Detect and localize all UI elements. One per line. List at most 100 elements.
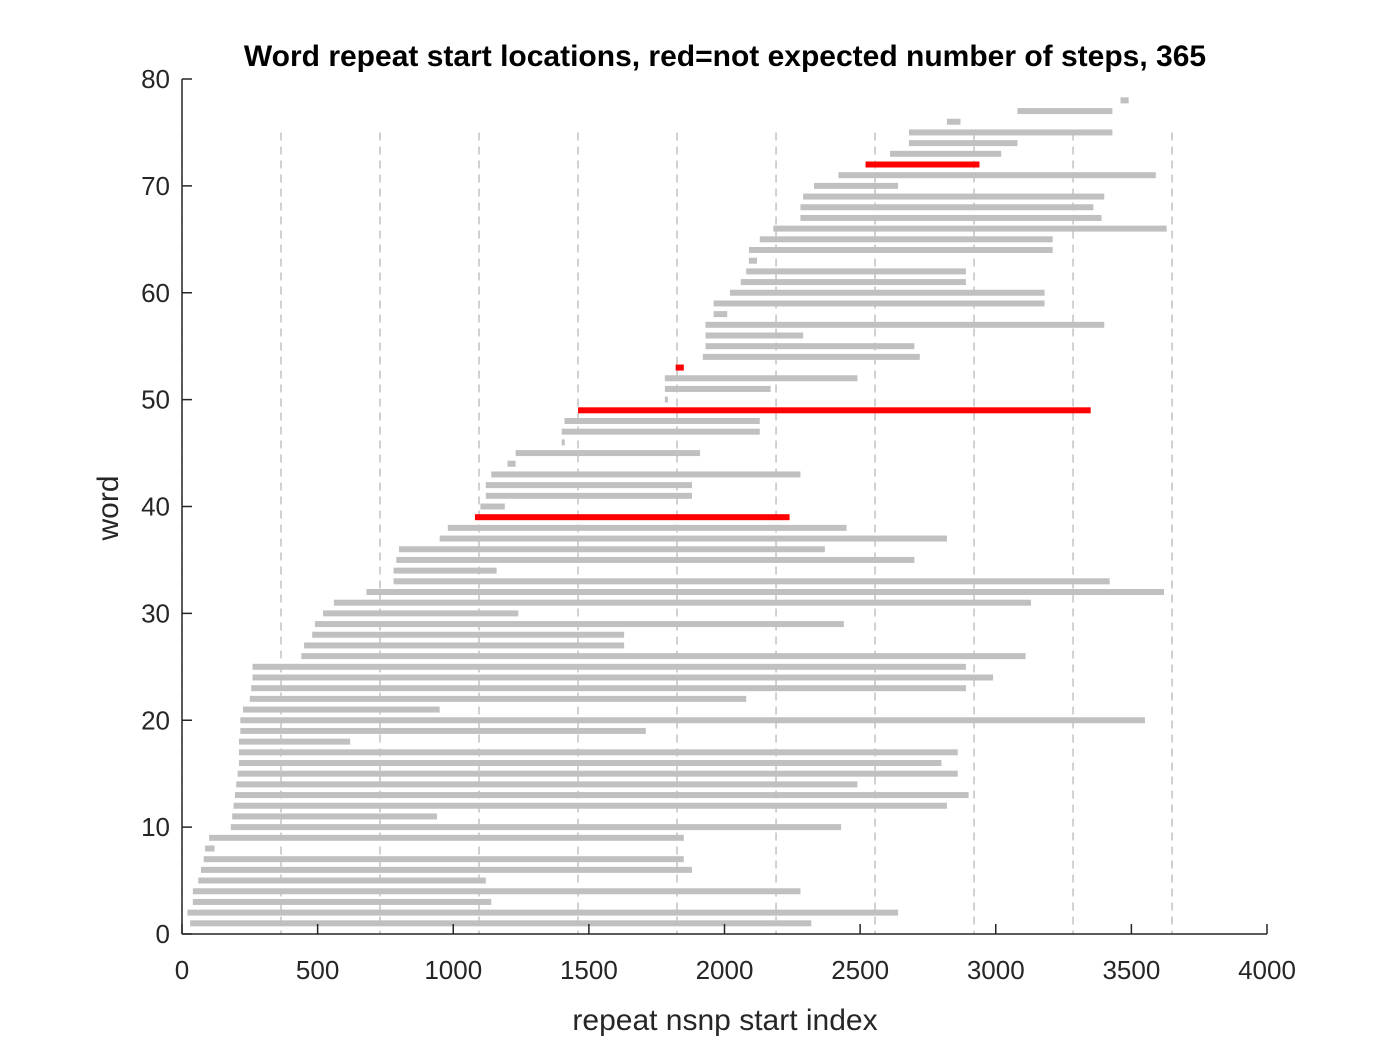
range-bar xyxy=(491,471,801,478)
range-bar xyxy=(946,118,961,125)
x-axis-label: repeat nsnp start index xyxy=(572,1004,877,1037)
range-bar xyxy=(399,546,825,553)
range-bar xyxy=(1017,108,1113,115)
x-tick-label: 3500 xyxy=(1102,955,1160,985)
range-bar xyxy=(243,706,440,713)
flagged-range-bar xyxy=(474,514,790,521)
chart-title: Word repeat start locations, red=not exp… xyxy=(244,40,1206,73)
range-bar xyxy=(192,898,492,905)
range-bar xyxy=(740,279,966,286)
x-tick-label: 2000 xyxy=(696,955,754,985)
range-bar xyxy=(889,150,1002,157)
x-tick-labels: 0 500 1000 1500 2000 2500 3000 3500 4000 xyxy=(175,955,1296,985)
range-bar xyxy=(312,631,625,638)
range-bar xyxy=(729,289,1045,296)
range-bar xyxy=(252,674,994,681)
y-axis-label: word xyxy=(92,475,125,541)
range-bar xyxy=(800,214,1102,221)
range-bar xyxy=(664,396,668,403)
range-bar xyxy=(237,770,958,777)
range-bar xyxy=(205,845,215,852)
range-bar xyxy=(702,353,920,360)
bars xyxy=(187,97,1167,927)
range-bar xyxy=(396,556,915,563)
range-bar xyxy=(238,749,958,756)
flagged-range-bar xyxy=(865,161,980,168)
range-bar xyxy=(713,300,1045,307)
range-bar xyxy=(252,663,966,670)
x-tick-label: 4000 xyxy=(1238,955,1296,985)
x-tick-label: 1000 xyxy=(424,955,482,985)
range-bar xyxy=(759,236,1053,243)
range-bar xyxy=(1120,97,1129,104)
range-bar xyxy=(314,621,844,628)
x-tick-label: 2500 xyxy=(831,955,889,985)
range-bar xyxy=(240,717,1145,724)
y-tick-label: 80 xyxy=(141,64,170,94)
range-bar xyxy=(748,247,1053,253)
y-tick-label: 30 xyxy=(141,598,170,628)
y-tick-labels: 0 10 20 30 40 50 60 70 80 xyxy=(141,64,170,949)
range-bar xyxy=(705,332,804,339)
y-tick-label: 20 xyxy=(141,705,170,735)
range-bar xyxy=(304,642,625,649)
y-tick-label: 10 xyxy=(141,812,170,842)
range-bar xyxy=(238,760,942,766)
y-tick-label: 40 xyxy=(141,492,170,522)
range-bar xyxy=(814,182,899,189)
range-bar xyxy=(192,888,801,895)
range-bar xyxy=(200,866,692,873)
x-tick-label: 0 xyxy=(175,955,189,985)
range-bar xyxy=(664,375,858,382)
range-bar xyxy=(236,781,858,788)
range-bar xyxy=(803,193,1105,200)
range-bar xyxy=(187,909,899,916)
x-tick-label: 3000 xyxy=(967,955,1025,985)
range-bar xyxy=(232,813,437,820)
y-tick-label: 70 xyxy=(141,171,170,201)
y-tick-label: 50 xyxy=(141,385,170,415)
range-bar xyxy=(908,140,1018,147)
range-bar xyxy=(561,439,565,446)
y-tick-label: 60 xyxy=(141,278,170,308)
range-bar xyxy=(323,610,519,617)
x-tick-label: 500 xyxy=(296,955,339,985)
range-bar xyxy=(713,311,728,318)
y-tick-label: 0 xyxy=(156,919,170,949)
range-bar xyxy=(230,824,842,831)
range-bar xyxy=(485,482,692,489)
range-bar xyxy=(838,172,1156,179)
range-bar xyxy=(333,599,1032,606)
range-bar xyxy=(515,450,701,457)
range-bar xyxy=(238,738,351,745)
flagged-range-bar xyxy=(675,364,684,371)
range-bar xyxy=(190,920,812,927)
range-bar xyxy=(233,802,947,809)
range-bar xyxy=(705,321,1105,328)
range-bar xyxy=(366,589,1164,595)
range-bar xyxy=(198,877,486,884)
range-bar xyxy=(908,129,1113,136)
range-bar xyxy=(249,695,747,702)
range-bar xyxy=(203,856,684,863)
x-tick-label: 1500 xyxy=(560,955,618,985)
range-bar xyxy=(507,460,516,467)
range-bar xyxy=(773,225,1167,232)
range-bar xyxy=(447,524,847,531)
range-bar xyxy=(485,492,692,499)
range-bar xyxy=(480,503,505,510)
range-bar xyxy=(439,535,947,542)
range-bar xyxy=(664,385,771,392)
axes xyxy=(181,78,1268,935)
range-bar xyxy=(800,204,1094,211)
range-bar xyxy=(240,727,646,734)
range-bar xyxy=(705,343,915,350)
flagged-range-bar xyxy=(578,407,1091,414)
range-bar xyxy=(234,792,969,799)
range-bar xyxy=(393,578,1110,585)
range-bar xyxy=(209,834,684,841)
range-bar xyxy=(393,567,497,574)
range-bar xyxy=(746,268,966,275)
range-bar xyxy=(748,257,758,264)
